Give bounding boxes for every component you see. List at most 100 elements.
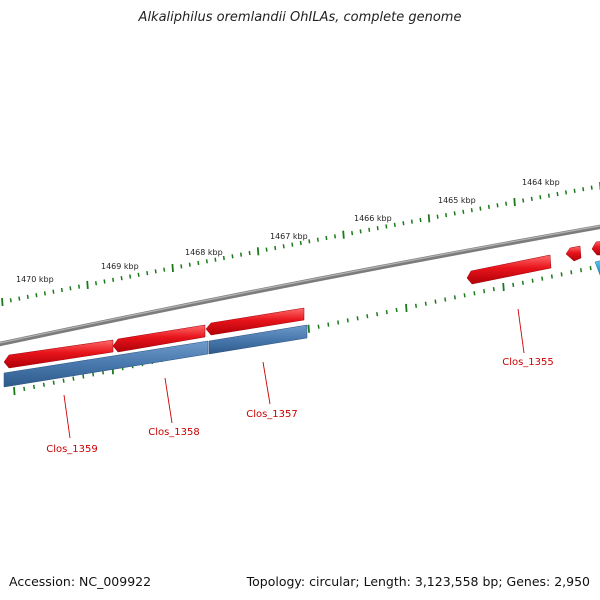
gene-label-clos-1355[interactable]: Clos_1355 <box>502 357 554 368</box>
reverse-genes <box>3 260 600 388</box>
inner-minor-tick <box>327 322 330 327</box>
inner-minor-tick <box>395 307 398 313</box>
outer-minor-tick <box>479 206 482 211</box>
inner-minor-tick <box>521 280 524 285</box>
inner-minor-tick <box>473 291 476 296</box>
outer-major-tick <box>256 247 260 256</box>
outer-minor-tick <box>180 264 183 269</box>
genome-backbone-highlight <box>0 225 600 344</box>
inner-minor-tick <box>541 276 544 281</box>
outer-minor-tick <box>376 226 379 231</box>
outer-minor-tick <box>214 257 217 262</box>
map-title: Alkaliphilus oremlandii OhILAs, complete… <box>138 10 462 25</box>
inner-minor-tick <box>512 282 515 288</box>
inner-minor-tick <box>356 316 359 321</box>
inner-minor-tick <box>492 286 495 292</box>
inner-minor-tick <box>366 314 369 319</box>
outer-minor-tick <box>69 286 72 291</box>
gene-clos-1355[interactable] <box>466 254 552 285</box>
inner-minor-tick <box>337 320 340 325</box>
outer-minor-tick <box>445 212 448 218</box>
inner-minor-tick <box>483 289 486 294</box>
inner-minor-tick <box>62 378 65 383</box>
inner-minor-tick <box>444 297 447 302</box>
scale-label-1465: 1465 kbp <box>438 196 476 205</box>
outer-minor-tick <box>419 217 422 223</box>
outer-minor-tick <box>248 250 251 256</box>
outer-minor-tick <box>410 219 413 224</box>
leader-clos-1355 <box>517 308 525 354</box>
inner-minor-tick <box>42 382 45 387</box>
gene-cyan-reverse[interactable] <box>594 260 600 276</box>
outer-minor-tick <box>393 222 396 228</box>
gene-small-forward-1[interactable] <box>565 245 582 262</box>
outer-minor-tick <box>487 204 490 210</box>
inner-major-tick <box>502 282 505 292</box>
inner-minor-tick <box>550 274 553 279</box>
gene-label-clos-1358[interactable]: Clos_1358 <box>148 427 200 438</box>
inner-minor-tick <box>32 384 36 390</box>
genome-backbone <box>0 224 600 347</box>
outer-minor-tick <box>112 277 115 283</box>
scale-label-1467: 1467 kbp <box>270 232 308 241</box>
outer-major-tick <box>1 297 4 307</box>
outer-minor-tick <box>188 262 191 267</box>
inner-minor-tick <box>579 268 583 273</box>
outer-minor-tick <box>18 296 21 301</box>
outer-minor-tick <box>359 229 362 234</box>
outer-minor-tick <box>462 209 465 214</box>
outer-minor-tick <box>129 274 132 279</box>
inner-minor-tick <box>23 386 26 392</box>
inner-minor-tick <box>463 293 466 298</box>
outer-minor-tick <box>582 187 585 192</box>
gene-clos-1357-forward[interactable] <box>205 307 305 336</box>
outer-major-tick <box>171 263 174 273</box>
inner-minor-tick <box>414 303 418 308</box>
outer-minor-tick <box>35 293 38 298</box>
inner-minor-tick <box>570 270 573 275</box>
inner-major-tick <box>307 324 310 333</box>
outer-minor-tick <box>26 294 29 300</box>
outer-minor-tick <box>60 287 63 293</box>
outer-minor-tick <box>9 298 12 303</box>
leader-clos-1357 <box>262 361 271 405</box>
outer-minor-tick <box>453 211 456 216</box>
gene-clos-1359-forward[interactable] <box>3 339 114 369</box>
gene-label-clos-1359[interactable]: Clos_1359 <box>46 444 98 455</box>
gene-label-clos-1357[interactable]: Clos_1357 <box>246 409 298 420</box>
outer-major-tick <box>427 214 431 223</box>
gene-small-forward-2[interactable] <box>591 241 600 256</box>
outer-minor-tick <box>94 281 98 286</box>
outer-minor-tick <box>282 244 285 249</box>
outer-minor-tick <box>564 190 568 195</box>
accession-text: Accession: NC_009922 <box>9 574 152 589</box>
gene-clos-1357-reverse[interactable] <box>208 324 308 355</box>
inner-minor-tick <box>560 272 563 277</box>
outer-minor-tick <box>103 279 106 284</box>
inner-minor-tick <box>589 265 592 271</box>
outer-minor-tick <box>556 191 559 197</box>
outer-minor-tick <box>351 230 354 236</box>
outer-minor-tick <box>299 240 302 246</box>
outer-minor-tick <box>265 247 268 252</box>
inner-minor-tick <box>531 278 534 283</box>
leader-clos-1358 <box>164 377 173 424</box>
gene-clos-1358-forward[interactable] <box>112 324 206 353</box>
outer-minor-tick <box>368 227 371 232</box>
outer-minor-tick <box>197 260 200 266</box>
outer-minor-tick <box>239 252 243 257</box>
outer-minor-tick <box>291 242 294 247</box>
inner-minor-tick <box>453 295 456 300</box>
gene-clos-1359-1358-reverse[interactable] <box>3 340 209 388</box>
outer-minor-tick <box>325 235 328 241</box>
inner-major-tick <box>405 303 408 312</box>
outer-major-tick <box>342 230 345 239</box>
scale-label-1470: 1470 kbp <box>16 275 54 284</box>
outer-minor-tick <box>530 196 533 202</box>
outer-minor-tick <box>308 239 311 244</box>
outer-minor-tick <box>470 208 473 213</box>
outer-minor-tick <box>154 269 157 274</box>
inner-minor-tick <box>434 299 437 304</box>
inner-minor-tick <box>92 372 95 377</box>
